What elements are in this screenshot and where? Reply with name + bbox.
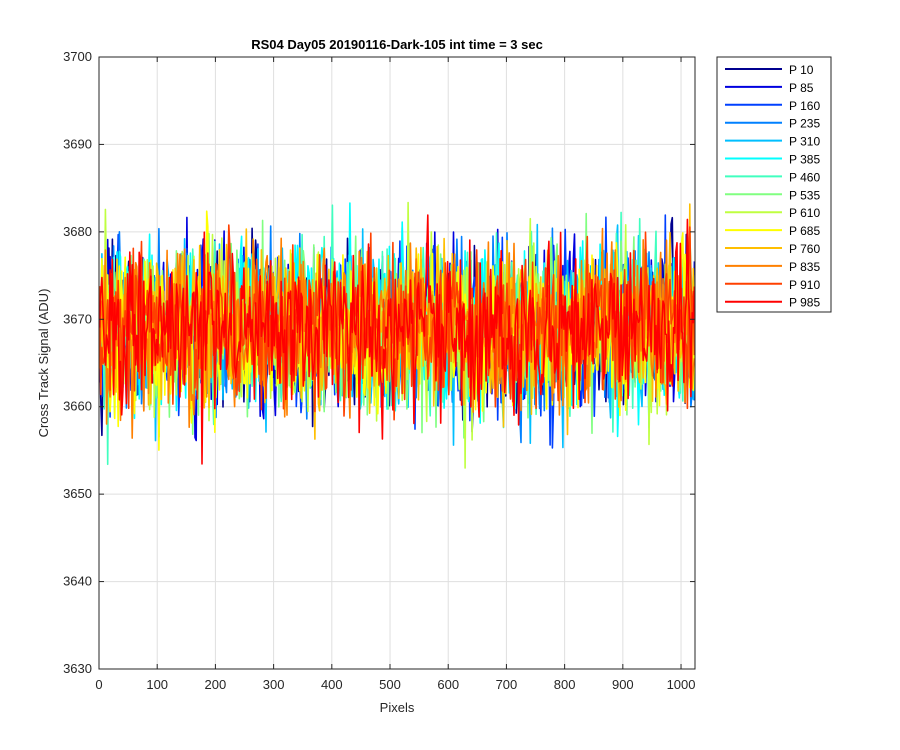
x-tick-label: 800: [554, 677, 576, 692]
x-axis-label: Pixels: [380, 700, 415, 715]
legend: P 10 P 85 P 160 P 235 P 310 P 385 P 460 P 535 P …: [716, 56, 832, 313]
chart-title: RS04 Day05 20190116-Dark-105 int time = …: [251, 37, 543, 52]
legend-label: P 910: [789, 278, 820, 292]
legend-label: P 535: [789, 188, 820, 202]
y-tick-label: 3670: [63, 311, 92, 326]
x-tick-label: 0: [95, 677, 102, 692]
legend-label: P 610: [789, 206, 820, 220]
legend-label: P 760: [789, 242, 820, 256]
x-tick-label: 200: [205, 677, 227, 692]
y-tick-label: 3660: [63, 399, 92, 414]
tick-layer: 0 100 200 300 400 500 600 700 800 900 1000 3630 3640…: [63, 49, 695, 692]
x-tick-label: 600: [437, 677, 459, 692]
y-axis-label: Cross Track Signal (ADU): [36, 289, 51, 438]
x-tick-label: 100: [146, 677, 168, 692]
legend-label: P 385: [789, 153, 820, 167]
y-tick-label: 3650: [63, 486, 92, 501]
x-tick-label: 300: [263, 677, 285, 692]
legend-label: P 160: [789, 99, 820, 113]
legend-label: P 985: [789, 296, 820, 310]
x-tick-label: 1000: [667, 677, 696, 692]
legend-label: P 10: [789, 63, 814, 77]
x-tick-label: 900: [612, 677, 634, 692]
x-tick-label: 700: [496, 677, 518, 692]
legend-label: P 685: [789, 224, 820, 238]
series-line-p-985: [98, 214, 696, 465]
series-layer: [98, 201, 696, 469]
legend-box: [716, 56, 832, 313]
plot-frame: [98, 56, 696, 670]
legend-label: P 460: [789, 170, 820, 184]
y-tick-label: 3630: [63, 661, 92, 676]
y-tick-label: 3690: [63, 136, 92, 151]
legend-label: P 85: [789, 81, 814, 95]
legend-label: P 835: [789, 260, 820, 274]
legend-label: P 235: [789, 117, 820, 131]
y-tick-label: 3640: [63, 574, 92, 589]
y-tick-label: 3680: [63, 224, 92, 239]
legend-label: P 310: [789, 135, 820, 149]
x-tick-label: 400: [321, 677, 343, 692]
y-tick-label: 3700: [63, 49, 92, 64]
x-tick-label: 500: [379, 677, 401, 692]
